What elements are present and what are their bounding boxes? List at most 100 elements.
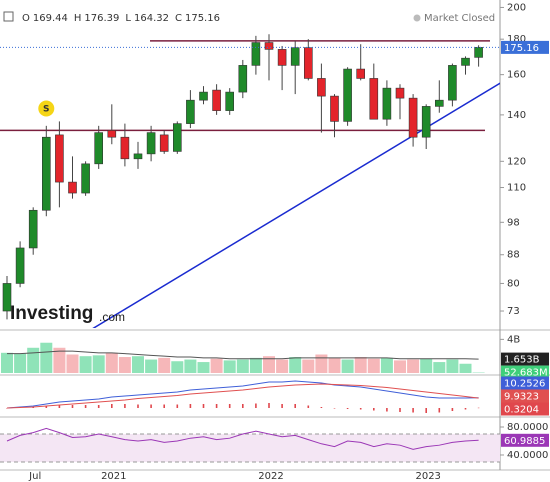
y-tick-label: 110 (507, 183, 526, 194)
macd-histogram-bar (163, 404, 165, 408)
candle-body (303, 47, 313, 79)
macd-histogram-bar (242, 404, 244, 408)
status-dot (413, 14, 421, 22)
macd-histogram-bar (438, 408, 441, 413)
candle-body (225, 91, 234, 111)
macd-histogram-bar (477, 407, 480, 409)
macd-histogram-bar (228, 404, 231, 408)
candle-body (251, 42, 261, 66)
y-tick-label: 80.0000 (507, 422, 548, 433)
y-tick-label: 4B (507, 334, 520, 345)
ohlc-value: 176.39 (84, 13, 119, 24)
candle-body (264, 42, 274, 50)
macd-histogram-bar (202, 404, 205, 408)
volume-bar (315, 354, 328, 373)
y-tick-label: 80 (507, 278, 520, 289)
volume-bar (302, 359, 315, 373)
candle-body (343, 68, 352, 122)
macd-histogram-bar (359, 408, 362, 410)
volume-bar (223, 360, 236, 373)
candle-body (395, 87, 405, 99)
volume-bar (171, 361, 184, 373)
market-status: Market Closed (424, 13, 495, 24)
volume-bar (289, 357, 302, 373)
plot-area (0, 34, 500, 328)
candle-body (356, 68, 366, 79)
volume-bar (92, 355, 105, 373)
volume-bar (105, 352, 118, 373)
macd-histogram-bar (451, 408, 454, 411)
watermark: .com (99, 310, 125, 324)
macd-histogram-bar (71, 405, 74, 408)
macd-histogram-bar (268, 403, 270, 408)
candle-body (199, 91, 208, 101)
value-box (501, 389, 549, 403)
volume-bar (197, 362, 210, 373)
candle-body (461, 57, 470, 66)
candle-body (290, 47, 300, 66)
candle-body (159, 134, 169, 152)
candle-body (94, 132, 103, 165)
y-tick-label: 40.0000 (507, 450, 548, 461)
volume-bar (145, 359, 158, 373)
rsi-band (0, 433, 500, 462)
macd-histogram-bar (32, 407, 34, 408)
macd-histogram-bar (6, 408, 8, 409)
macd-histogram-bar (215, 404, 218, 408)
volume-bar (433, 362, 446, 373)
candle-body (133, 153, 143, 160)
macd-histogram-bar (425, 408, 427, 413)
volume-bar (367, 358, 380, 373)
y-tick-label: 160 (507, 70, 526, 81)
annotation-badge (38, 100, 55, 117)
candle-body (421, 106, 431, 138)
candle-body (173, 123, 182, 152)
volume-bar (276, 359, 289, 373)
value-box (501, 352, 549, 366)
macd-histogram-bar (386, 408, 388, 412)
volume-bar (1, 352, 13, 373)
candle-body (238, 65, 248, 93)
macd-histogram-bar (124, 404, 126, 408)
volume-bar (354, 357, 367, 373)
macd-histogram-bar (58, 405, 61, 408)
volume-bar (328, 357, 341, 373)
macd-histogram-bar (307, 405, 310, 408)
volume-bar (27, 347, 40, 373)
volume-bar (66, 354, 79, 373)
candle-body (81, 163, 90, 194)
value-box-label: 1.653B (504, 355, 540, 366)
x-tick-label: 2023 (415, 471, 440, 482)
volume-bar (446, 359, 459, 373)
ohlc-key: L (125, 13, 131, 24)
macd-histogram-bar (97, 405, 100, 408)
volume-bar (236, 359, 249, 373)
value-box (501, 376, 549, 390)
value-box-label: 10.2526 (504, 379, 545, 390)
volume-bar (132, 356, 144, 373)
value-box-label: 60.9885 (504, 436, 545, 447)
volume-bar (407, 359, 420, 373)
volume-bar (184, 359, 197, 373)
volume-bar (420, 358, 433, 373)
macd-histogram-bar (111, 404, 113, 408)
ohlc-value: 164.32 (134, 13, 169, 24)
value-box-label: 0.3204 (504, 405, 539, 416)
annotation-label: S (43, 104, 49, 114)
volume-bar (263, 356, 275, 373)
macd-histogram-bar (281, 404, 283, 408)
macd-histogram-bar (346, 408, 349, 409)
volume-bar (394, 360, 406, 373)
candle-body (408, 97, 418, 138)
ohlc-header: O 169.44 H 176.39 L 164.32 C 175.16 (22, 13, 220, 24)
candle-body (448, 65, 457, 101)
candle-body (15, 247, 25, 284)
macd-histogram-bar (176, 404, 179, 408)
candle-body (68, 181, 77, 194)
macd-line (6, 383, 479, 409)
macd-histogram-bar (333, 408, 336, 409)
y-tick-label: 98 (507, 217, 520, 228)
value-box-label: 9.9323 (504, 392, 539, 403)
x-tick-label: 2022 (258, 471, 283, 482)
rsi-line (6, 427, 479, 450)
